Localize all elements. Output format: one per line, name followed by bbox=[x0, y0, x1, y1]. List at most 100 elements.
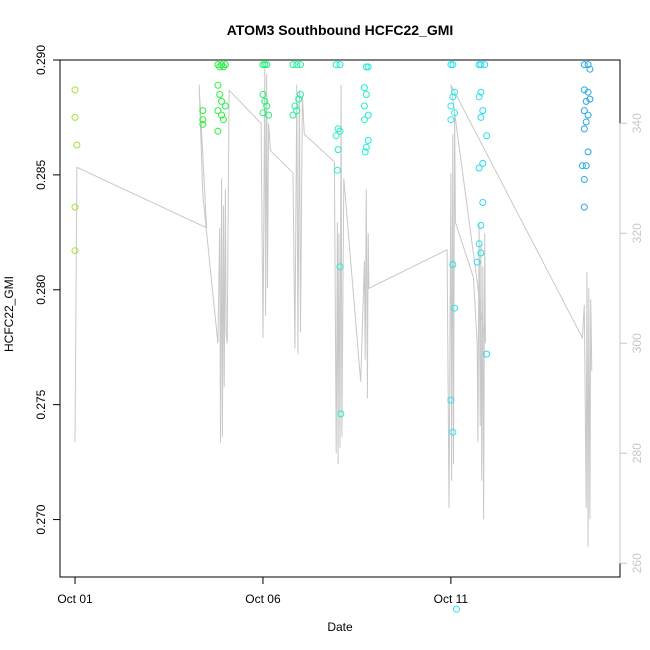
data-point bbox=[447, 116, 455, 124]
data-point bbox=[362, 63, 370, 71]
data-point bbox=[483, 350, 491, 358]
y-axis-label: HCFC22_GMI bbox=[2, 276, 16, 352]
data-point bbox=[584, 88, 592, 96]
data-point bbox=[449, 261, 457, 268]
data-point bbox=[218, 111, 226, 119]
data-point bbox=[479, 159, 487, 167]
data-point bbox=[214, 107, 222, 115]
data-point bbox=[580, 86, 588, 94]
data-point bbox=[362, 143, 370, 151]
data-point bbox=[218, 97, 226, 105]
chart-title: ATOM3 Southbound HCFC22_GMI bbox=[227, 22, 454, 38]
right-axis-series-layer bbox=[74, 68, 593, 547]
data-point bbox=[221, 61, 229, 69]
data-point bbox=[584, 61, 592, 69]
data-point bbox=[364, 111, 372, 119]
data-point bbox=[332, 61, 340, 69]
data-point bbox=[364, 63, 372, 71]
data-point bbox=[586, 95, 594, 103]
data-point bbox=[333, 166, 341, 174]
right-y-tick-label: 320 bbox=[630, 223, 644, 243]
data-point bbox=[475, 93, 483, 101]
data-point bbox=[479, 199, 487, 206]
data-point bbox=[451, 88, 459, 96]
data-point bbox=[216, 91, 224, 98]
data-point bbox=[447, 102, 455, 110]
data-point bbox=[580, 125, 588, 133]
data-point bbox=[582, 97, 590, 105]
data-point bbox=[289, 61, 297, 69]
x-tick-label: Oct 11 bbox=[434, 592, 469, 606]
data-point bbox=[477, 249, 485, 257]
left-y-axis: 0.270 0.275 0.280 0.285 0.290 bbox=[34, 45, 61, 535]
data-point bbox=[293, 61, 301, 69]
x-axis: Oct 01 Oct 06 Oct 11 bbox=[57, 576, 469, 606]
data-point bbox=[221, 102, 229, 110]
data-point bbox=[475, 164, 483, 172]
left-y-tick-label: 0.270 bbox=[34, 504, 48, 534]
data-point bbox=[584, 111, 592, 119]
data-point bbox=[360, 116, 368, 124]
right-y-tick-label: 260 bbox=[630, 553, 644, 573]
right-y-tick-label: 340 bbox=[630, 113, 644, 133]
data-point bbox=[71, 86, 79, 94]
data-point bbox=[451, 109, 459, 117]
data-point bbox=[289, 111, 297, 119]
data-point bbox=[297, 91, 304, 98]
data-point bbox=[364, 136, 372, 144]
data-point bbox=[265, 111, 273, 119]
data-point bbox=[580, 203, 588, 211]
data-point bbox=[449, 93, 457, 101]
data-point bbox=[580, 176, 588, 183]
data-point bbox=[73, 141, 81, 149]
right-axis-series-line bbox=[74, 68, 593, 547]
data-point bbox=[259, 91, 267, 98]
data-point bbox=[71, 113, 79, 121]
data-point bbox=[295, 95, 303, 103]
left-y-tick-label: 0.275 bbox=[34, 389, 48, 419]
data-point bbox=[297, 61, 304, 69]
data-point bbox=[263, 61, 271, 69]
data-point bbox=[336, 263, 344, 271]
data-point bbox=[214, 127, 222, 135]
data-point bbox=[337, 410, 345, 418]
data-point bbox=[586, 65, 594, 73]
left-y-tick-label: 0.285 bbox=[34, 160, 48, 190]
data-point bbox=[449, 428, 457, 436]
data-point bbox=[199, 120, 207, 128]
data-point bbox=[481, 61, 489, 69]
data-point bbox=[477, 113, 485, 121]
right-y-tick-label: 280 bbox=[630, 443, 644, 463]
data-point bbox=[334, 125, 342, 133]
data-point bbox=[220, 116, 227, 124]
right-y-tick-label: 300 bbox=[630, 333, 644, 353]
data-point bbox=[578, 162, 586, 170]
data-point bbox=[261, 97, 269, 105]
data-point bbox=[584, 148, 592, 156]
data-point bbox=[336, 127, 344, 135]
points-layer bbox=[71, 61, 594, 613]
data-point bbox=[218, 61, 226, 69]
data-point bbox=[336, 61, 344, 69]
data-point bbox=[214, 81, 222, 89]
data-point bbox=[71, 203, 79, 211]
data-point bbox=[477, 221, 485, 229]
data-point bbox=[582, 162, 590, 170]
left-y-tick-label: 0.280 bbox=[34, 274, 48, 304]
data-point bbox=[261, 61, 269, 69]
data-point bbox=[362, 91, 370, 98]
data-point bbox=[453, 605, 460, 613]
data-point bbox=[475, 240, 483, 248]
data-point bbox=[447, 396, 455, 404]
data-point bbox=[483, 132, 491, 140]
x-tick-label: Oct 06 bbox=[245, 592, 281, 606]
data-point bbox=[449, 61, 457, 69]
data-point bbox=[473, 258, 481, 266]
data-point bbox=[332, 132, 340, 140]
data-point bbox=[479, 107, 487, 115]
data-point bbox=[582, 118, 590, 126]
data-point bbox=[291, 102, 299, 110]
data-point bbox=[580, 107, 588, 115]
data-point bbox=[71, 247, 79, 255]
